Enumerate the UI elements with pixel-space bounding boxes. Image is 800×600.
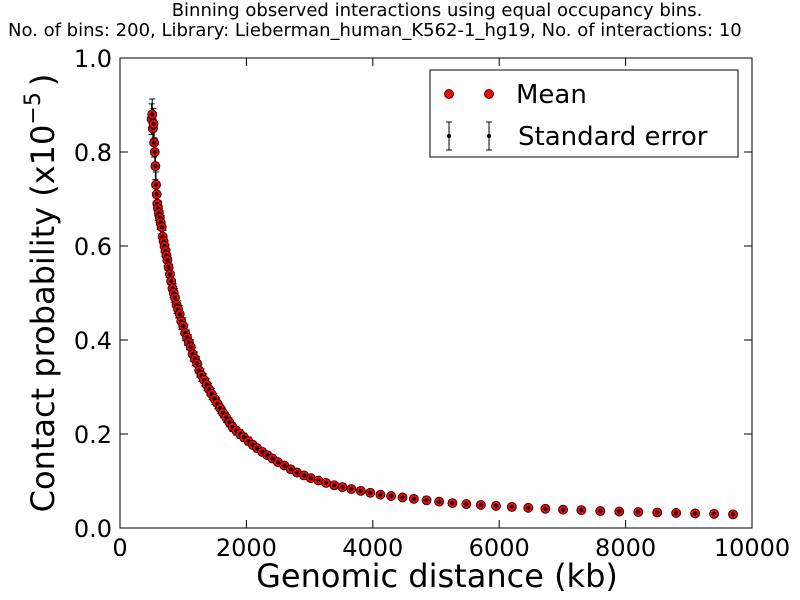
error-center-dot xyxy=(150,112,155,117)
error-center-dot xyxy=(282,463,287,468)
error-center-dot xyxy=(424,498,429,503)
error-center-dot xyxy=(324,480,329,485)
error-center-dot xyxy=(368,490,373,495)
x-tick-label: 10000 xyxy=(714,534,790,562)
y-axis-label: Contact probability (x10−5) xyxy=(21,74,62,513)
error-center-dot xyxy=(288,467,293,472)
error-center-dot xyxy=(526,505,531,510)
x-tick-label: 8000 xyxy=(595,534,656,562)
y-tick-label: 0.6 xyxy=(74,233,112,261)
error-center-dot xyxy=(151,121,156,126)
legend-mean-marker xyxy=(444,89,454,99)
error-center-dot xyxy=(195,361,200,366)
error-center-dot xyxy=(181,323,186,328)
error-center-dot xyxy=(450,501,455,506)
legend-box xyxy=(429,69,739,158)
error-center-dot xyxy=(494,503,499,508)
error-center-dot xyxy=(358,488,363,493)
error-center-dot xyxy=(561,507,566,512)
error-center-dot xyxy=(167,272,172,277)
error-center-dot xyxy=(172,295,177,300)
error-center-dot xyxy=(165,258,170,263)
x-tick-label: 6000 xyxy=(469,534,530,562)
error-center-dot xyxy=(340,485,345,490)
y-axis-label-close: ) xyxy=(24,74,62,86)
x-tick-label: 2000 xyxy=(216,534,277,562)
x-axis-label: Genomic distance (kb) xyxy=(256,557,618,595)
legend: Mean Standard error xyxy=(429,69,739,158)
legend-error-dot xyxy=(447,134,451,138)
error-center-dot xyxy=(294,470,299,475)
error-center-dot xyxy=(276,460,280,465)
error-center-dot xyxy=(301,473,306,478)
error-center-dot xyxy=(169,279,174,284)
error-center-dot xyxy=(437,499,442,504)
y-tick-label: 1.0 xyxy=(74,45,112,73)
error-center-dot xyxy=(655,510,660,515)
error-center-dot xyxy=(509,504,514,509)
error-center-dot xyxy=(400,495,405,500)
error-center-dot xyxy=(598,509,603,514)
error-center-dot xyxy=(159,225,164,230)
error-center-dot xyxy=(166,265,171,270)
error-center-dot xyxy=(543,506,548,511)
error-center-dot xyxy=(177,312,182,317)
error-center-dot xyxy=(154,192,159,197)
legend-error-dot xyxy=(487,134,491,138)
error-center-dot xyxy=(378,492,383,497)
error-center-dot xyxy=(464,502,469,507)
error-center-dot xyxy=(617,509,622,514)
error-center-dot xyxy=(152,140,157,145)
error-center-dot xyxy=(712,511,717,516)
error-center-dot xyxy=(579,508,584,513)
error-center-dot xyxy=(152,150,157,154)
error-center-dot xyxy=(411,496,416,501)
error-center-dot xyxy=(674,510,679,515)
error-center-dot xyxy=(332,483,337,488)
y-tick-label: 0.2 xyxy=(74,421,112,449)
legend-error-label: Standard error xyxy=(518,122,708,152)
chart-title-line2: No. of bins: 200, Library: Lieberman_hum… xyxy=(8,20,742,41)
legend-mean-label: Mean xyxy=(516,80,587,110)
error-center-dot xyxy=(478,502,483,507)
y-axis-label-main: Contact probability (x10 xyxy=(24,125,62,513)
error-center-dot xyxy=(270,456,275,461)
error-center-dot xyxy=(693,511,698,516)
x-tick-label: 4000 xyxy=(342,534,403,562)
y-tick-label: 0.8 xyxy=(74,139,112,167)
error-center-dot xyxy=(153,164,158,169)
error-center-dot xyxy=(316,478,321,483)
y-tick-label: 0.4 xyxy=(74,327,112,355)
error-center-dot xyxy=(731,512,736,517)
x-tick-label: 0 xyxy=(112,534,127,562)
error-center-dot xyxy=(188,345,193,350)
plot-frame xyxy=(119,57,753,529)
error-center-dot xyxy=(255,446,260,451)
error-center-dot xyxy=(349,486,354,491)
error-center-dot xyxy=(154,182,159,187)
error-center-dot xyxy=(636,510,641,515)
legend-mean-marker xyxy=(484,89,494,99)
error-center-dot xyxy=(308,476,313,481)
y-tick-label: 0.0 xyxy=(74,515,112,543)
y-axis-label-exponent: −5 xyxy=(21,92,46,124)
error-center-dot xyxy=(389,494,394,499)
chart-title-line1: Binning observed interactions using equa… xyxy=(172,0,703,21)
